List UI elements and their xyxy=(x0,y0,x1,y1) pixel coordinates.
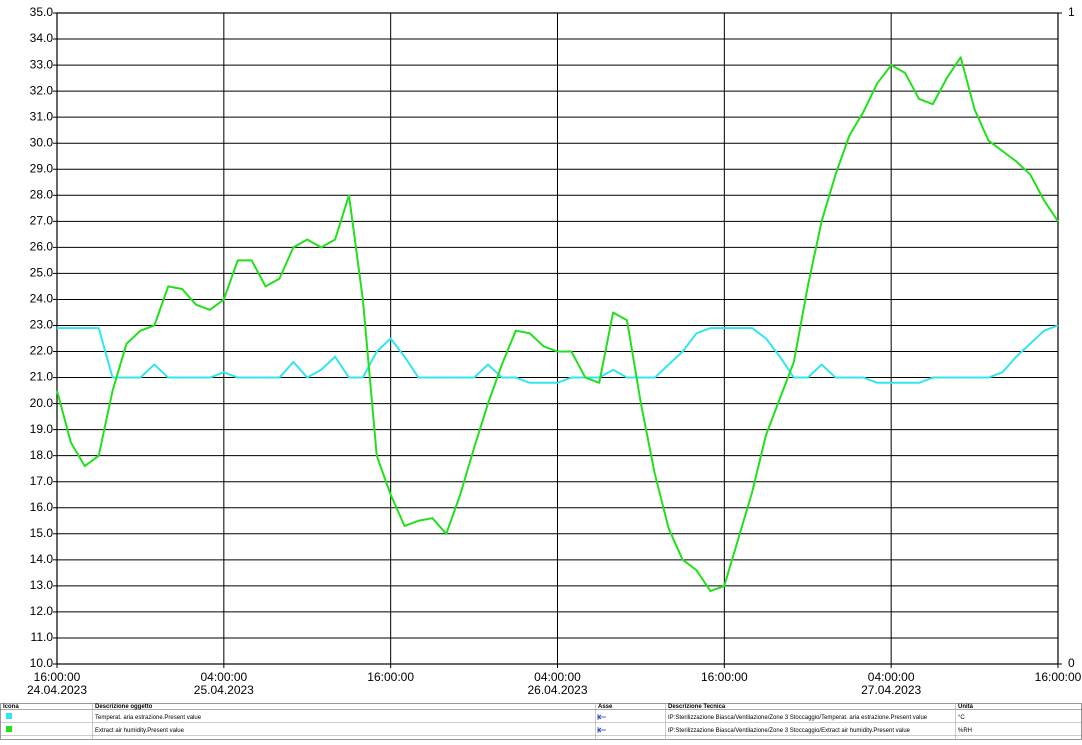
table-header: Descrizione Tecnica xyxy=(668,704,726,710)
y-tick-label: 24.0 xyxy=(30,292,54,306)
legend-table: Icona Descrizione oggetto Asse Descrizione … xyxy=(0,703,1082,740)
y2-tick-label: 0 xyxy=(1068,656,1075,670)
y-tick-label: 33.0 xyxy=(30,57,54,71)
table-header: Asse xyxy=(598,704,613,710)
series-line xyxy=(57,324,1059,384)
y-tick-label: 25.0 xyxy=(30,266,54,280)
x-tick-label: 16:00:00 xyxy=(701,670,748,684)
y-tick-label: 11.0 xyxy=(31,630,54,644)
x-tick-label: 16:00:00 xyxy=(1035,670,1082,684)
legend-swatch xyxy=(6,713,12,719)
table-header: Unità xyxy=(958,704,974,710)
y-tick-label: 27.0 xyxy=(30,213,54,227)
y-tick-label: 18.0 xyxy=(30,448,54,462)
series-name: Temperat. aria estrazione.Present value xyxy=(95,715,202,721)
y-tick-label: 21.0 xyxy=(30,370,54,384)
table-header: Descrizione oggetto xyxy=(95,704,153,710)
y-tick-label: 15.0 xyxy=(30,526,54,540)
x-tick-date: 24.04.2023 xyxy=(27,683,87,697)
x-tick-date: 25.04.2023 xyxy=(194,683,254,697)
plot-frame xyxy=(56,12,1059,665)
x-tick-label: 16:00:00 xyxy=(367,670,414,684)
y-tick-label: 12.0 xyxy=(30,604,54,618)
table-border xyxy=(0,703,1082,740)
y-tick-label: 29.0 xyxy=(30,161,54,175)
series-unit: °C xyxy=(958,715,965,721)
y-tick-label: 26.0 xyxy=(30,240,54,254)
series-unit: %RH xyxy=(958,728,972,734)
legend-swatch xyxy=(6,726,12,732)
x-tick-label: 04:00:00 xyxy=(868,670,915,684)
y-tick-label: 23.0 xyxy=(30,318,54,332)
x-tick-label: 04:00:00 xyxy=(200,670,247,684)
y-tick-label: 31.0 xyxy=(30,109,54,123)
y2-tick-label: 1 xyxy=(1068,5,1075,19)
y-tick-label: 35.0 xyxy=(30,5,54,19)
series-line xyxy=(56,56,1059,593)
y-tick-label: 20.0 xyxy=(30,396,54,410)
axis-icon xyxy=(597,727,606,733)
y-tick-label: 28.0 xyxy=(30,187,54,201)
y-tick-label: 16.0 xyxy=(30,500,54,514)
series-name: Extract air humidity.Present value xyxy=(95,728,185,734)
x-tick-label: 16:00:00 xyxy=(34,670,81,684)
table-header: Icona xyxy=(3,704,19,710)
y-tick-label: 22.0 xyxy=(30,344,54,358)
y-tick-label: 13.0 xyxy=(30,578,54,592)
y-tick-label: 30.0 xyxy=(30,135,54,149)
y-tick-label: 32.0 xyxy=(30,83,54,97)
series-description: IP:Sterilizzazione Biasca/Ventilazione/Z… xyxy=(668,728,911,734)
y-tick-label: 10.0 xyxy=(30,656,54,670)
y-tick-label: 34.0 xyxy=(30,31,54,45)
y-tick-label: 19.0 xyxy=(30,422,54,436)
y-tick-label: 17.0 xyxy=(30,474,54,488)
x-tick-date: 27.04.2023 xyxy=(861,683,921,697)
y-tick-label: 14.0 xyxy=(30,552,54,566)
series-description: IP:Sterilizzazione Biasca/Ventilazione/Z… xyxy=(668,715,928,721)
axis-icon xyxy=(597,714,606,720)
x-tick-date: 26.04.2023 xyxy=(527,683,587,697)
x-tick-label: 04:00:00 xyxy=(534,670,581,684)
